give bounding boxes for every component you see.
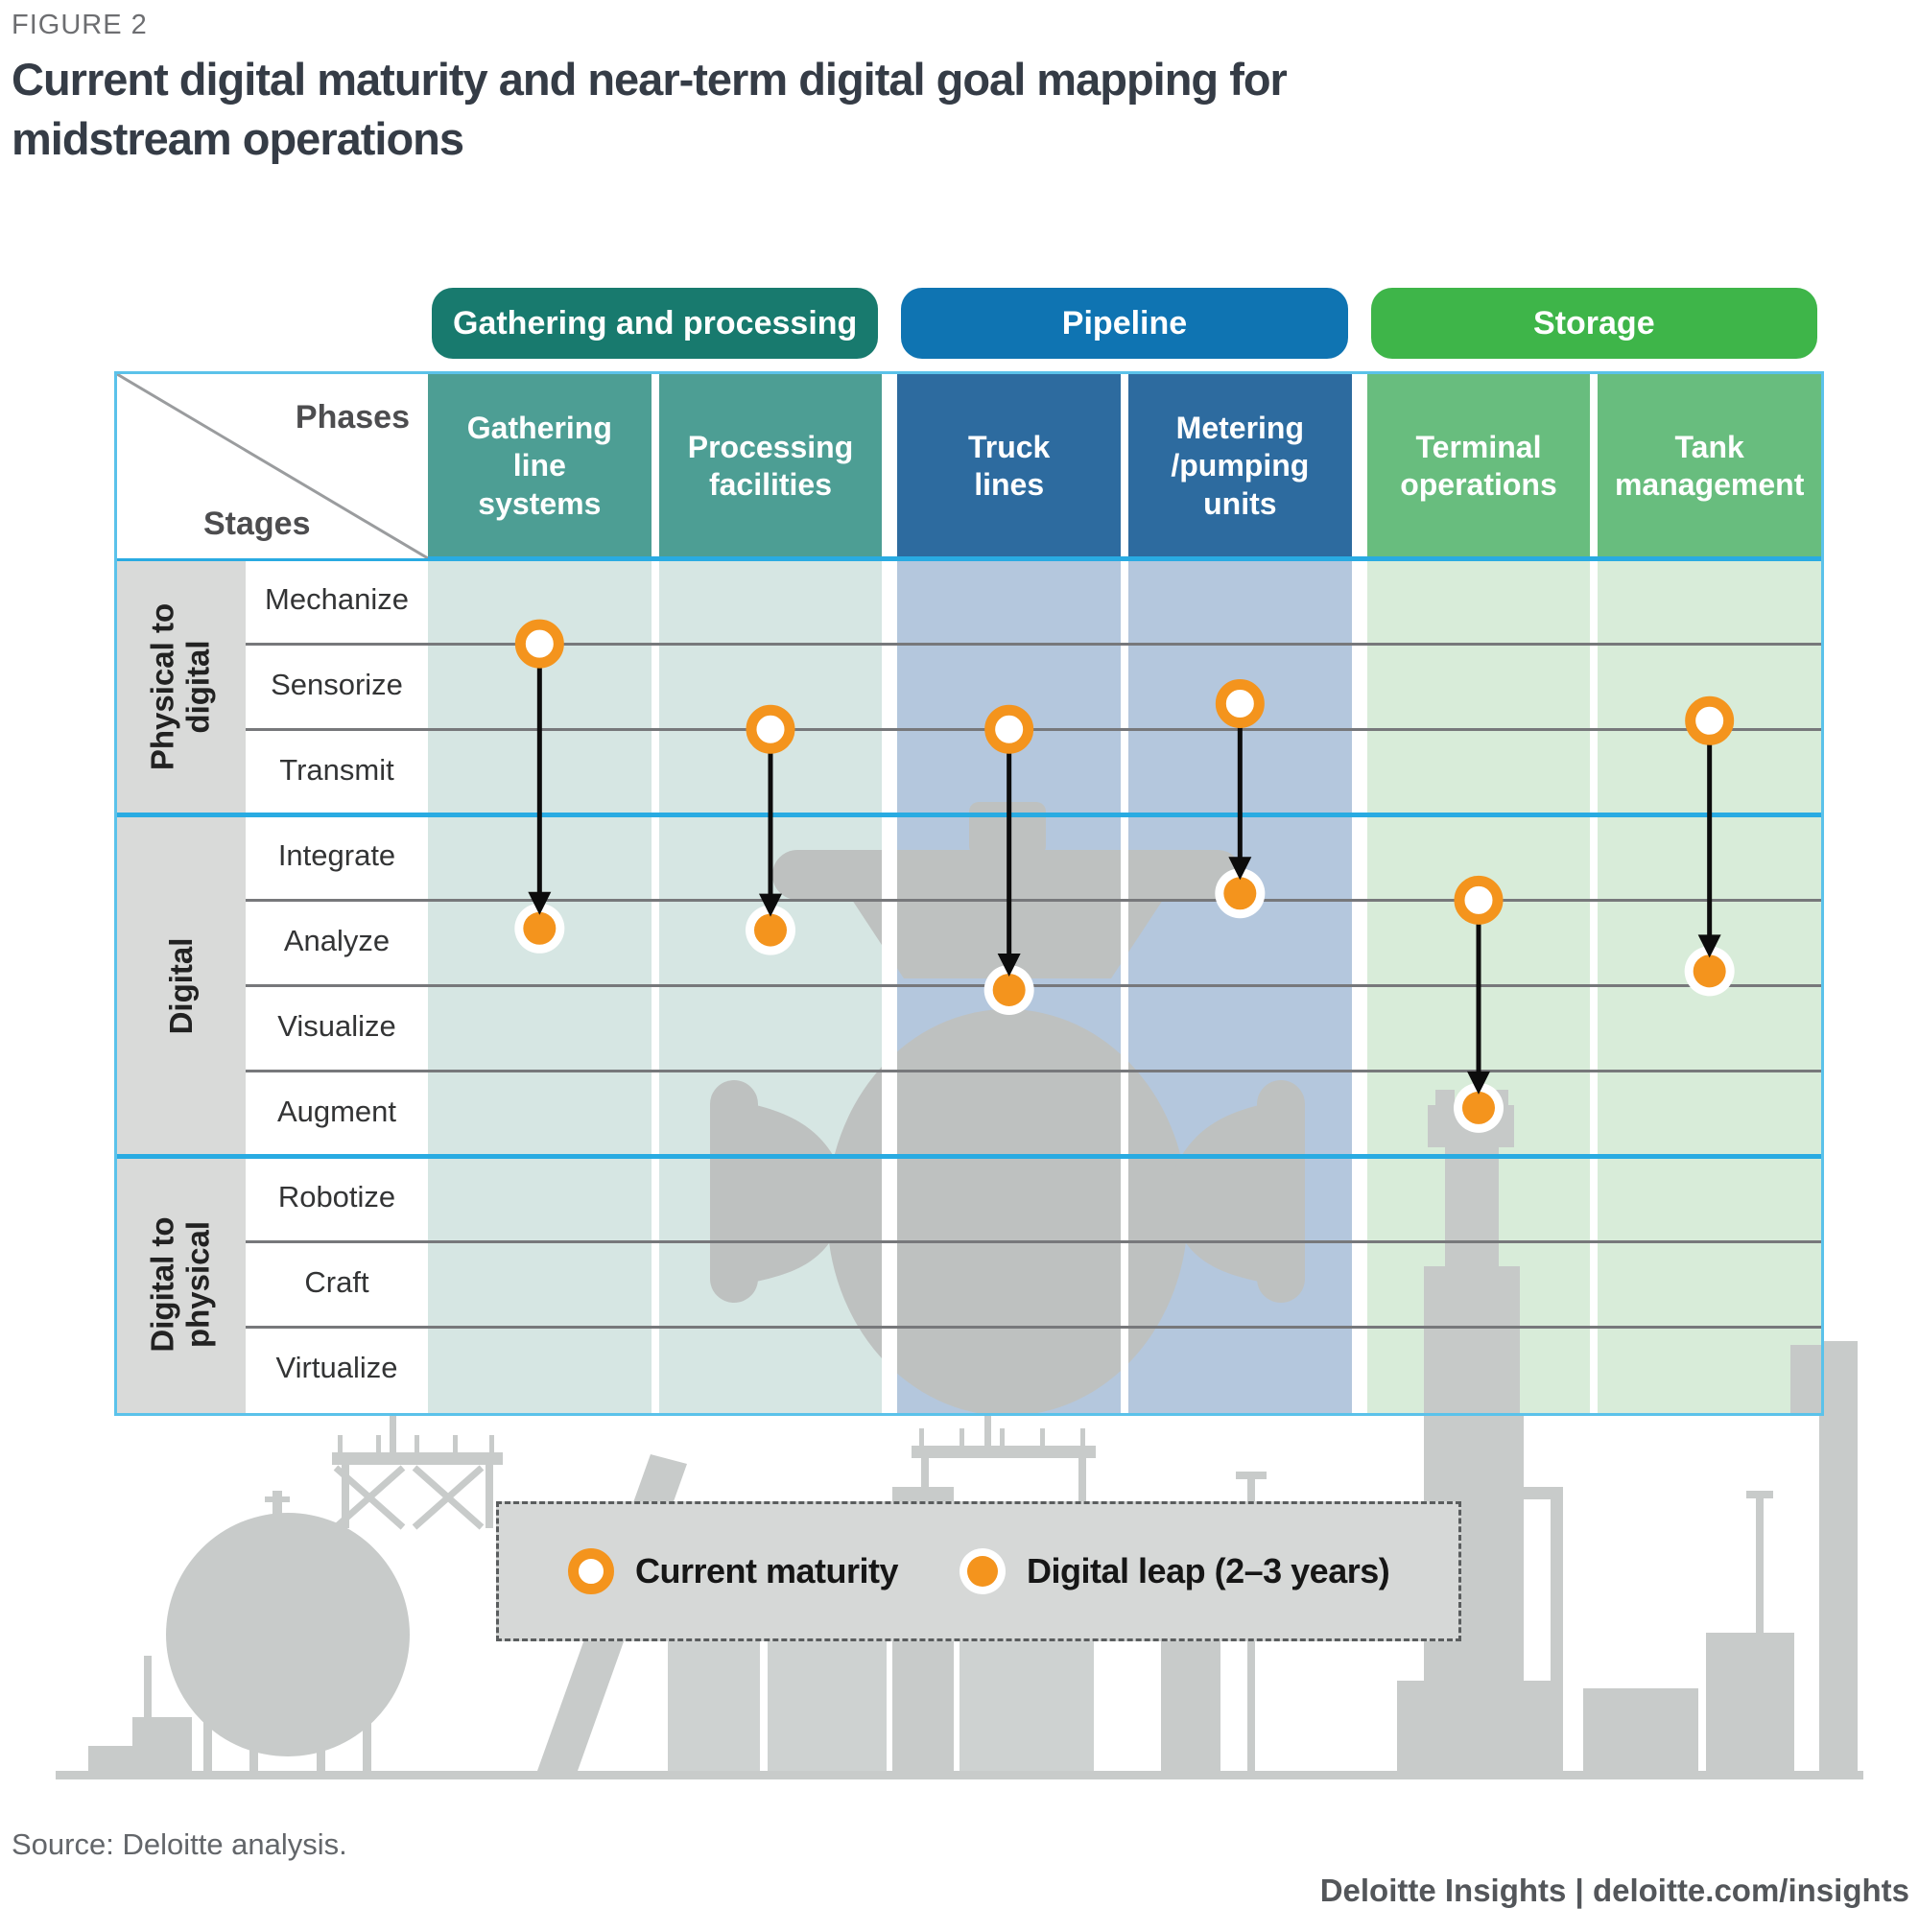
segment-pill-gathering-and-processing: Gathering and processing bbox=[432, 288, 879, 359]
row-separator-line bbox=[246, 1240, 1821, 1244]
digital-leap-marker bbox=[1223, 877, 1257, 910]
column-header-truck-lines: Truck lines bbox=[897, 374, 1121, 558]
digital-leap-marker bbox=[1462, 1091, 1495, 1124]
digital-leap-icon bbox=[960, 1548, 1007, 1594]
maturity-matrix: Phases Stages Gathering line systems Proc… bbox=[114, 371, 1824, 1416]
stage-group-separator-line bbox=[117, 1154, 1821, 1160]
row-label-robotize: Robotize bbox=[277, 1180, 396, 1214]
maturity-markers-layer bbox=[514, 619, 1735, 1133]
maturity-marker-terminal-operations bbox=[1454, 875, 1504, 1133]
row-label-augment: Augment bbox=[276, 1095, 397, 1129]
current-maturity-marker bbox=[984, 704, 1034, 754]
row-label-sensorize: Sensorize bbox=[271, 667, 403, 701]
maturity-marker-tank-management bbox=[1684, 695, 1735, 997]
figure-title-line2: midstream operations bbox=[12, 113, 464, 165]
maturity-marker-processing-facilities bbox=[746, 704, 795, 955]
stage-group-strip bbox=[117, 558, 246, 1413]
digital-leap-marker bbox=[754, 913, 787, 947]
leap-arrow-head bbox=[759, 893, 782, 917]
legend: Current maturity Digital leap (2–3 years… bbox=[496, 1501, 1461, 1641]
column-header-terminal-operations: Terminal operations bbox=[1366, 374, 1591, 558]
figure-title-line1: Current digital maturity and near-term d… bbox=[12, 54, 1288, 105]
footer-separator: | bbox=[1566, 1873, 1593, 1908]
legend-item-current: Current maturity bbox=[568, 1548, 899, 1594]
source-note: Source: Deloitte analysis. bbox=[12, 1827, 347, 1861]
legend-leap-label: Digital leap (2–3 years) bbox=[1027, 1551, 1390, 1590]
row-separator-line bbox=[246, 1326, 1821, 1330]
stage-group-separator-line bbox=[117, 812, 1821, 817]
figure-label: FIGURE 2 bbox=[12, 10, 148, 40]
tower-silhouette bbox=[1424, 1090, 1821, 1413]
phases-label: Phases bbox=[295, 399, 410, 436]
figure-title: Current digital maturity and near-term d… bbox=[12, 50, 1288, 169]
stages-label: Stages bbox=[203, 506, 311, 542]
row-separator-line bbox=[246, 898, 1821, 902]
segment-pill-storage: Storage bbox=[1370, 288, 1817, 359]
current-maturity-marker bbox=[1454, 875, 1504, 925]
row-label-mechanize: Mechanize bbox=[265, 581, 409, 616]
legend-item-leap: Digital leap (2–3 years) bbox=[960, 1548, 1390, 1594]
maturity-marker-gathering-line-systems bbox=[514, 619, 565, 954]
row-label-visualize: Visualize bbox=[277, 1009, 396, 1044]
segment-pill-pipeline: Pipeline bbox=[901, 288, 1348, 359]
digital-leap-marker bbox=[1693, 954, 1726, 988]
column-header-processing-facilities: Processing facilities bbox=[658, 374, 883, 558]
current-maturity-marker bbox=[1685, 695, 1735, 745]
current-maturity-marker bbox=[514, 619, 564, 669]
segment-pills: Gathering and processing Pipeline Storage bbox=[0, 288, 1919, 359]
row-label-integrate: Integrate bbox=[277, 837, 396, 872]
phases-stages-corner-cell: Phases Stages bbox=[117, 374, 428, 558]
legend-current-label: Current maturity bbox=[635, 1551, 899, 1590]
corner-diagonal bbox=[117, 374, 428, 558]
current-maturity-marker bbox=[746, 704, 795, 754]
maturity-marker-metering-pumping-units bbox=[1215, 678, 1266, 919]
footer-brand: Deloitte Insights bbox=[1319, 1873, 1567, 1908]
digital-leap-marker bbox=[992, 973, 1026, 1006]
leap-arrow-head bbox=[997, 953, 1021, 977]
column-header-gathering-line-systems: Gathering line systems bbox=[428, 374, 652, 558]
leap-arrow-head bbox=[1228, 857, 1252, 881]
maturity-marker-truck-lines bbox=[983, 704, 1034, 1015]
row-label-virtualize: Virtualize bbox=[275, 1351, 398, 1385]
leap-arrow-head bbox=[1697, 934, 1721, 958]
row-label-craft: Craft bbox=[304, 1265, 369, 1300]
row-separator-line bbox=[246, 642, 1821, 646]
current-maturity-marker bbox=[1215, 678, 1265, 728]
digital-leap-marker bbox=[523, 911, 557, 945]
column-header-tank-management: Tank management bbox=[1598, 374, 1821, 558]
row-separator-line bbox=[246, 1070, 1821, 1073]
footer: Deloitte Insights | deloitte.com/insight… bbox=[1320, 1873, 1909, 1909]
leap-arrow-head bbox=[528, 891, 552, 915]
leap-arrow-head bbox=[1467, 1071, 1490, 1095]
footer-site: deloitte.com/insights bbox=[1592, 1873, 1909, 1908]
current-maturity-icon bbox=[568, 1548, 614, 1594]
row-label-transmit: Transmit bbox=[279, 752, 394, 787]
row-label-analyze: Analyze bbox=[283, 923, 391, 957]
stage-group-separator-line bbox=[117, 555, 1821, 561]
column-header-metering-pumping-units: Metering /pumping units bbox=[1128, 374, 1352, 558]
